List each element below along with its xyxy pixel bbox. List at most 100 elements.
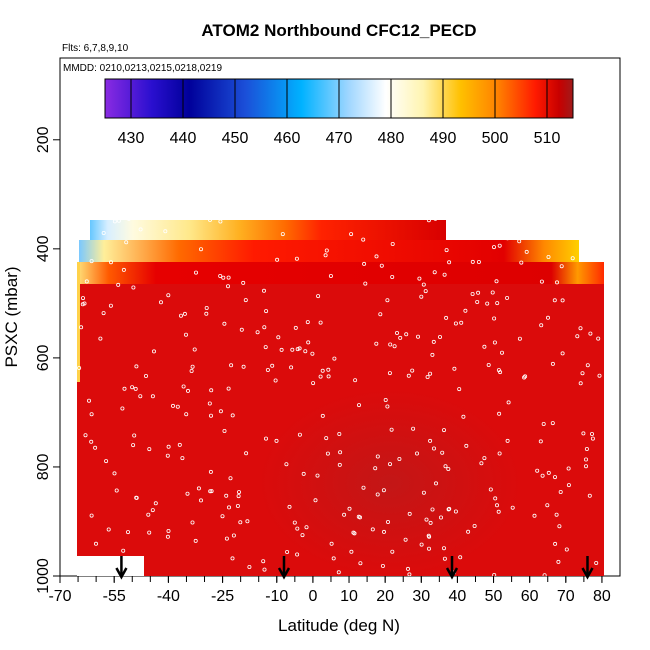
sample-point xyxy=(493,496,498,501)
sample-point xyxy=(457,218,462,223)
sample-point xyxy=(336,570,341,575)
sample-point xyxy=(458,555,463,560)
sample-point xyxy=(81,296,86,301)
sample-point xyxy=(453,509,458,514)
sample-point xyxy=(390,274,395,279)
sample-point xyxy=(190,520,195,525)
sample-point xyxy=(83,433,88,438)
sample-point xyxy=(522,375,527,380)
sample-point xyxy=(173,173,178,178)
sample-point xyxy=(550,361,555,366)
sample-point xyxy=(323,253,328,258)
sample-point xyxy=(385,520,390,525)
sample-point xyxy=(545,207,550,212)
sample-point xyxy=(356,167,361,172)
colorbar-tick-label: 510 xyxy=(534,130,561,147)
sample-point xyxy=(295,552,300,557)
sample-point xyxy=(482,456,487,461)
sample-point xyxy=(328,273,333,278)
mmdd-label: MMDD: 0210,0213,0215,0218,0219 xyxy=(63,63,222,74)
sample-point xyxy=(198,247,203,252)
sample-point xyxy=(430,352,435,357)
sample-point xyxy=(313,498,318,503)
sample-point xyxy=(490,290,495,295)
sample-point xyxy=(185,388,190,393)
sample-point xyxy=(167,173,172,178)
sample-point xyxy=(112,219,117,224)
sample-point xyxy=(506,400,511,405)
sample-point xyxy=(300,533,305,538)
sample-point xyxy=(274,438,279,443)
sample-point xyxy=(374,209,379,214)
sample-point xyxy=(524,249,529,254)
sample-point xyxy=(415,334,420,339)
sample-point xyxy=(305,320,310,325)
sample-point xyxy=(427,534,432,539)
sample-point xyxy=(425,152,430,157)
sample-point xyxy=(87,398,92,403)
sample-point xyxy=(497,411,502,416)
sample-point xyxy=(324,248,329,253)
sample-point xyxy=(121,548,126,553)
sample-point xyxy=(494,503,499,508)
sample-point xyxy=(414,451,419,456)
sample-point xyxy=(423,289,428,294)
sample-point xyxy=(394,330,399,335)
sample-point xyxy=(329,541,334,546)
sample-point xyxy=(357,515,362,520)
sample-point xyxy=(479,167,484,172)
sample-point xyxy=(220,186,225,191)
sample-point xyxy=(358,561,363,566)
sample-point xyxy=(476,290,481,295)
sample-point xyxy=(495,301,500,306)
sample-point xyxy=(228,476,233,481)
sample-point xyxy=(441,546,446,551)
sample-point xyxy=(468,184,473,189)
sample-point xyxy=(578,213,583,218)
sample-point xyxy=(166,444,171,449)
sample-point xyxy=(275,257,280,262)
sample-point xyxy=(263,436,268,441)
sample-point xyxy=(190,364,195,369)
sample-point xyxy=(84,279,89,284)
sample-point xyxy=(342,512,347,517)
sample-point xyxy=(114,163,119,168)
sample-point xyxy=(590,436,595,441)
sample-point xyxy=(264,309,269,314)
sample-point xyxy=(539,279,544,284)
sample-point xyxy=(222,321,227,326)
sample-point xyxy=(338,450,343,455)
sample-point xyxy=(539,323,544,328)
sample-point xyxy=(247,565,252,570)
sample-point xyxy=(433,481,438,486)
sample-point xyxy=(303,349,308,354)
sample-point xyxy=(131,443,136,448)
colorbar-tick-label: 470 xyxy=(326,130,353,147)
sample-point xyxy=(505,295,510,300)
sample-point xyxy=(295,347,300,352)
sample-point xyxy=(453,321,458,326)
sample-point xyxy=(383,397,388,402)
sample-point xyxy=(93,445,98,450)
sample-point xyxy=(170,403,175,408)
sample-point xyxy=(437,334,442,339)
sample-point xyxy=(431,182,436,187)
sample-point xyxy=(403,537,408,542)
sample-point xyxy=(220,514,225,519)
sample-point xyxy=(461,414,466,419)
sample-point xyxy=(363,281,368,286)
sample-point xyxy=(109,260,114,265)
sample-point xyxy=(597,373,602,378)
sample-point xyxy=(226,386,231,391)
sample-point xyxy=(438,515,443,520)
sample-point xyxy=(147,530,152,535)
sample-point xyxy=(452,366,457,371)
colorbar-tick-label: 480 xyxy=(378,130,405,147)
sample-point xyxy=(143,373,148,378)
sample-point xyxy=(138,394,143,399)
sample-point xyxy=(114,488,119,493)
sample-point xyxy=(443,464,448,469)
sample-point xyxy=(441,428,446,433)
sample-point xyxy=(198,498,203,503)
sample-point xyxy=(279,347,284,352)
